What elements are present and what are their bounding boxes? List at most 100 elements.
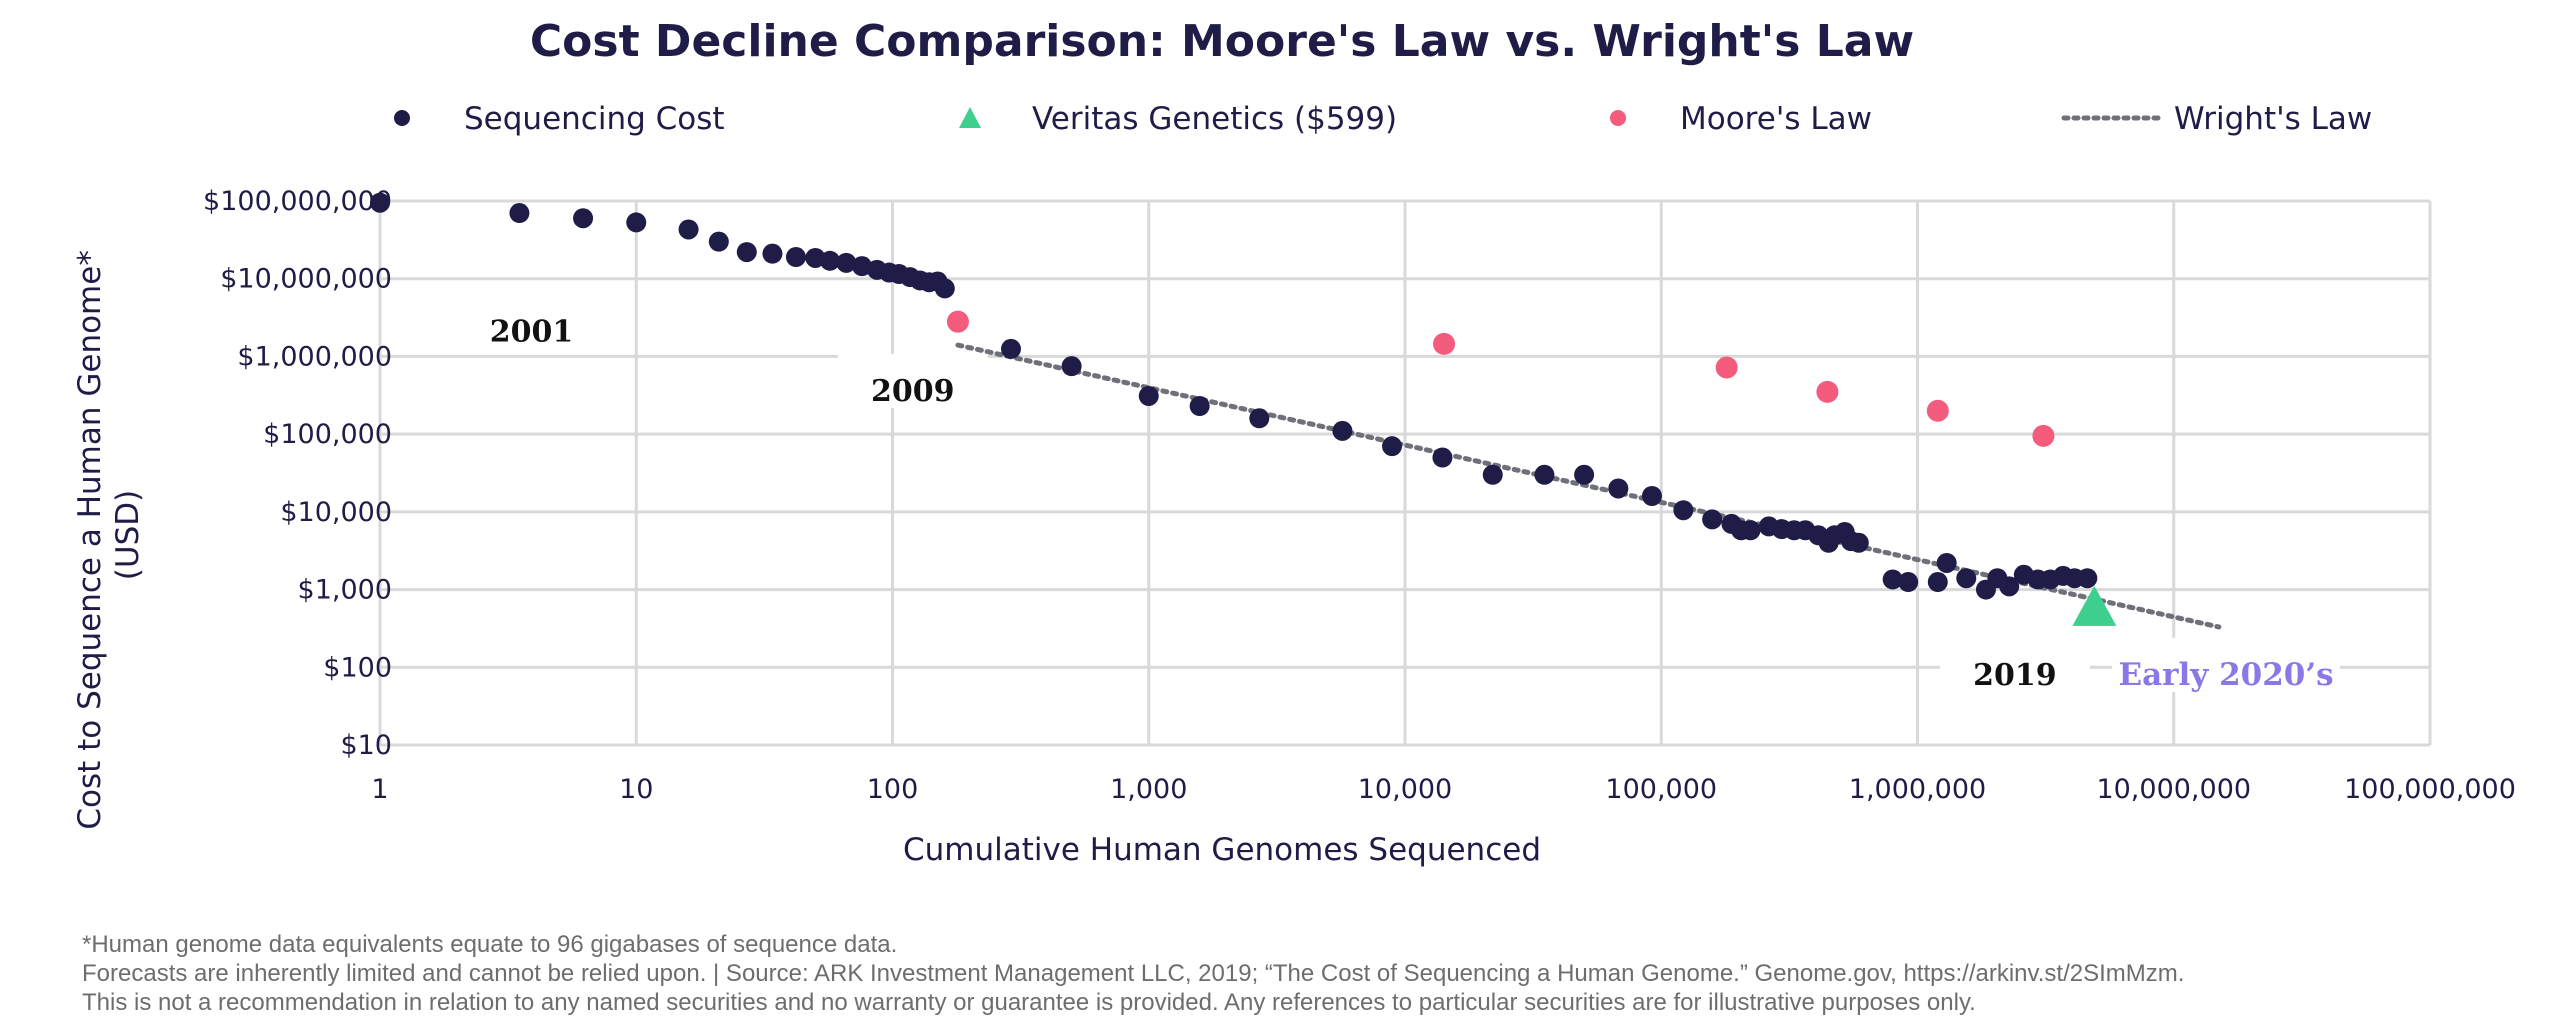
sequencing-cost-point bbox=[1432, 447, 1453, 468]
y-axis-ticks: $10 $100 $1,000 $10,000 $100,000 $1,000,000 $1… bbox=[203, 186, 392, 761]
annotations: 2001 2009 2019 Early 2020’s bbox=[456, 294, 2341, 693]
legend: Sequencing Cost Veritas Genetics ($599) Mo… bbox=[394, 101, 2372, 137]
sequencing-cost-point bbox=[762, 243, 783, 264]
moores-law-point bbox=[946, 310, 969, 333]
moores-law-point bbox=[1433, 332, 1456, 355]
sequencing-cost-point bbox=[1927, 572, 1948, 593]
y-tick-label: $100,000,000 bbox=[203, 186, 392, 217]
x-tick-label: 10,000,000 bbox=[2096, 774, 2251, 805]
x-tick-label: 10 bbox=[619, 774, 653, 805]
y-tick-label: $100,000 bbox=[263, 419, 392, 450]
annotation-background bbox=[1939, 637, 2090, 692]
legend-label: Moore's Law bbox=[1680, 101, 1872, 137]
sequencing-cost-point bbox=[1382, 436, 1403, 457]
x-axis-ticks: 1 10 100 1,000 10,000 100,000 1,000,000 10,000,… bbox=[371, 774, 2515, 805]
annotation-year: 2001 bbox=[490, 314, 574, 349]
chart-title: Cost Decline Comparison: Moore's Law vs.… bbox=[530, 16, 1914, 67]
sequencing-cost-point bbox=[1936, 552, 1957, 573]
sequencing-cost-point bbox=[678, 219, 699, 240]
sequencing-cost-point bbox=[2077, 568, 2098, 589]
sequencing-cost-point bbox=[1673, 500, 1694, 521]
wrights-law-line bbox=[955, 342, 2222, 630]
x-tick-label: 100 bbox=[867, 774, 919, 805]
x-tick-label: 1,000 bbox=[1110, 774, 1187, 805]
y-tick-label: $1,000 bbox=[298, 575, 392, 606]
annotation-background bbox=[837, 353, 988, 408]
x-tick-label: 100,000 bbox=[1605, 774, 1717, 805]
legend-marker bbox=[1610, 110, 1626, 126]
sequencing-cost-point bbox=[1138, 385, 1159, 406]
x-tick-label: 10,000 bbox=[1358, 774, 1452, 805]
sequencing-cost-point bbox=[1702, 509, 1723, 530]
footnote-genome-definition: *Human genome data equivalents equate to… bbox=[82, 931, 898, 958]
sequencing-cost-point bbox=[1000, 338, 1021, 359]
sequencing-cost-point bbox=[1574, 464, 1595, 485]
sequencing-cost-point bbox=[1534, 464, 1555, 485]
series-veritas-genetics-599 bbox=[2072, 585, 2117, 626]
series-wrights-law bbox=[955, 342, 2222, 630]
legend-marker bbox=[394, 110, 410, 126]
legend-item: Wright's Law bbox=[2061, 101, 2372, 137]
sequencing-cost-point bbox=[1999, 576, 2020, 597]
sequencing-cost-point bbox=[1249, 408, 1270, 429]
y-tick-label: $10 bbox=[340, 730, 392, 761]
y-tick-label: $10,000,000 bbox=[220, 264, 392, 295]
grid-lines bbox=[378, 199, 2432, 747]
y-axis-title: Cost to Sequence a Human Genome* (USD) bbox=[72, 240, 146, 829]
moores-law-point bbox=[1816, 380, 1839, 403]
sequencing-cost-point bbox=[836, 252, 857, 273]
footnote-source: Forecasts are inherently limited and can… bbox=[82, 960, 2185, 987]
sequencing-cost-point bbox=[1189, 396, 1210, 417]
sequencing-cost-point bbox=[626, 212, 647, 233]
annotation-year: 2019 bbox=[1973, 658, 2057, 693]
legend-label: Veritas Genetics ($599) bbox=[1032, 101, 1397, 137]
sequencing-cost-point bbox=[819, 250, 840, 271]
veritas-point bbox=[2072, 585, 2117, 626]
x-axis-title: Cumulative Human Genomes Sequenced bbox=[903, 832, 1541, 868]
sequencing-cost-point bbox=[785, 247, 806, 268]
sequencing-cost-point bbox=[1332, 420, 1353, 441]
y-tick-label: $1,000,000 bbox=[237, 341, 392, 372]
sequencing-cost-point bbox=[708, 231, 729, 252]
sequencing-cost-point bbox=[1740, 520, 1761, 541]
sequencing-cost-point bbox=[1641, 485, 1662, 506]
y-tick-label: $100 bbox=[323, 652, 392, 683]
legend-item: Moore's Law bbox=[1610, 101, 1872, 137]
y-axis-title-line-2: (USD) bbox=[110, 490, 146, 580]
x-tick-label: 1 bbox=[371, 774, 388, 805]
x-tick-label: 1,000,000 bbox=[1849, 774, 1986, 805]
annotation-early-2020s: Early 2020’s bbox=[2118, 657, 2333, 693]
moores-law-point bbox=[1715, 356, 1738, 379]
sequencing-cost-point bbox=[851, 256, 872, 277]
annotation-background bbox=[2112, 637, 2341, 692]
annotation-year: 2009 bbox=[871, 374, 955, 409]
annotation-background bbox=[456, 294, 607, 349]
chart-canvas: Cost Decline Comparison: Moore's Law vs.… bbox=[72, 16, 2516, 868]
series-layer bbox=[370, 192, 2222, 630]
sequencing-cost-point bbox=[1848, 532, 1869, 553]
series-moore-s-law bbox=[946, 310, 2055, 447]
legend-item: Veritas Genetics ($599) bbox=[959, 101, 1397, 137]
sequencing-cost-point bbox=[1956, 568, 1977, 589]
sequencing-cost-point bbox=[1898, 572, 1919, 593]
legend-item: Sequencing Cost bbox=[394, 101, 725, 137]
footnotes: *Human genome data equivalents equate to… bbox=[82, 930, 2482, 1017]
sequencing-cost-point bbox=[1882, 569, 1903, 590]
sequencing-cost-point bbox=[934, 278, 955, 299]
legend-label: Wright's Law bbox=[2174, 101, 2372, 137]
sequencing-cost-point bbox=[736, 242, 757, 263]
sequencing-cost-point bbox=[509, 203, 530, 224]
y-axis-title-line-1: Cost to Sequence a Human Genome* bbox=[72, 250, 108, 830]
sequencing-cost-point bbox=[573, 208, 594, 229]
sequencing-cost-point bbox=[1608, 478, 1629, 499]
moores-law-point bbox=[1926, 399, 1949, 422]
sequencing-cost-point bbox=[1061, 356, 1082, 377]
moores-law-point bbox=[2032, 424, 2055, 447]
sequencing-cost-point bbox=[1482, 464, 1503, 485]
y-tick-label: $10,000 bbox=[280, 497, 392, 528]
sequencing-cost-point bbox=[370, 192, 390, 213]
series-sequencing-cost bbox=[370, 192, 2098, 600]
legend-label: Sequencing Cost bbox=[464, 101, 725, 137]
x-tick-label: 100,000,000 bbox=[2344, 774, 2516, 805]
legend-marker bbox=[959, 107, 981, 128]
